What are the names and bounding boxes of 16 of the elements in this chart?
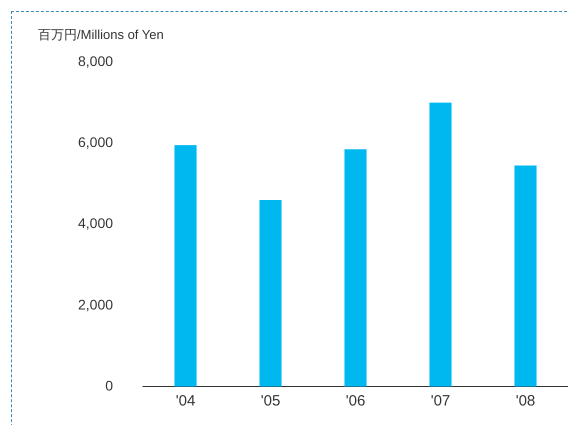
y-tick-label: 8,000 — [78, 52, 114, 69]
x-tick-label: '08 — [516, 392, 536, 410]
x-tick-label: '05 — [260, 392, 280, 410]
x-tick-label: '04 — [176, 392, 196, 410]
bar — [429, 102, 452, 387]
bar — [344, 149, 367, 387]
y-axis-title: 百万円/Millions of Yen — [38, 26, 164, 44]
x-tick-label: '07 — [430, 392, 450, 410]
y-tick-label: 4,000 — [78, 215, 114, 232]
bar — [514, 165, 537, 387]
y-tick-label: 0 — [105, 377, 114, 394]
y-tick-label: 6,000 — [78, 134, 114, 150]
x-tick-label: '06 — [346, 392, 366, 410]
y-tick-label: 2,000 — [78, 296, 114, 312]
bar — [259, 200, 282, 387]
bar — [174, 145, 197, 387]
